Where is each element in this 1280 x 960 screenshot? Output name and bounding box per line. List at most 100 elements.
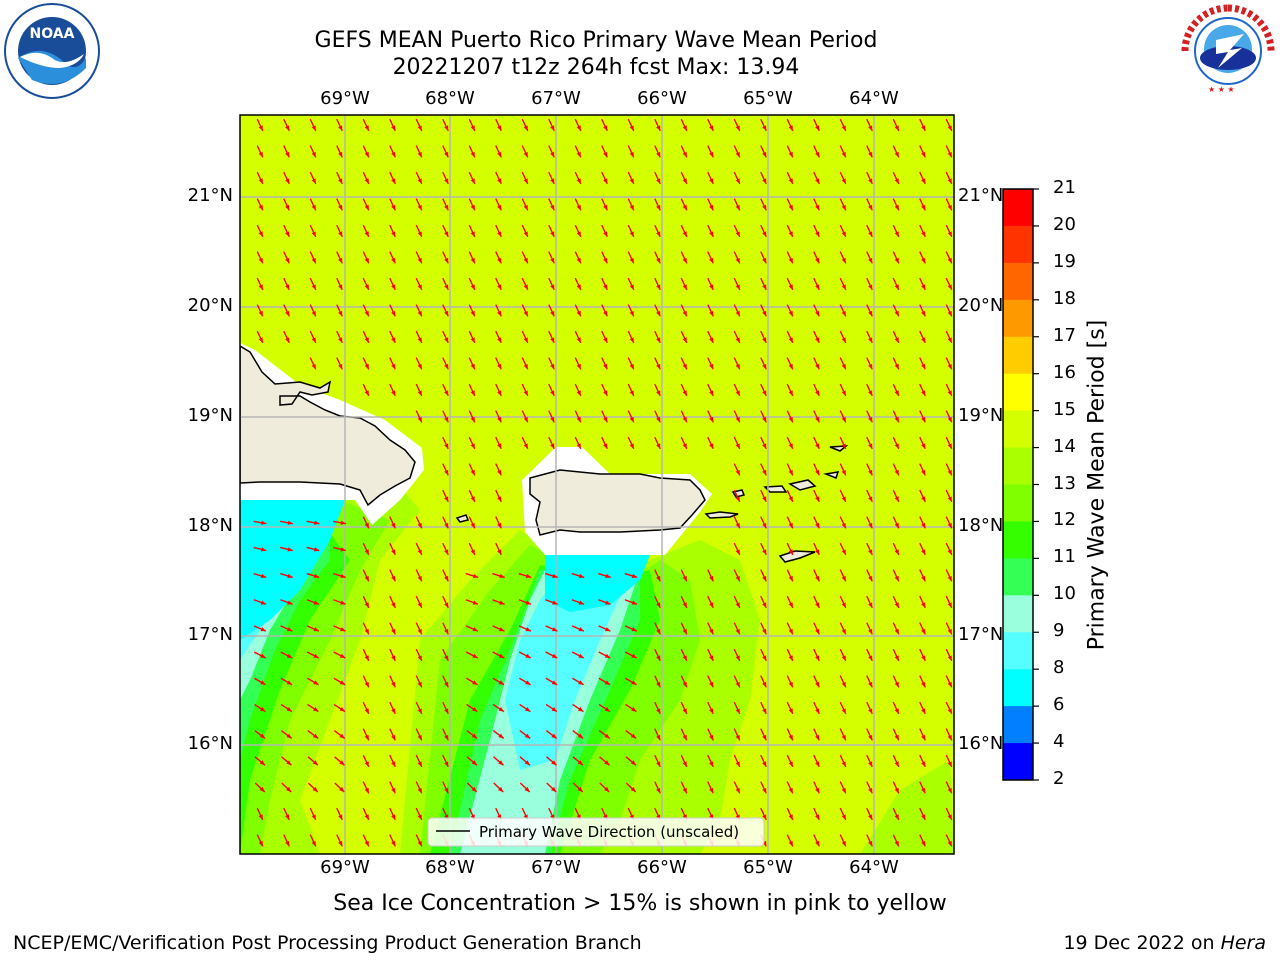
wave-arrowhead xyxy=(470,257,475,264)
wave-arrowhead xyxy=(338,840,343,847)
wave-arrowhead xyxy=(417,310,422,317)
wave-arrowhead xyxy=(444,416,449,423)
wave-arrowhead xyxy=(894,231,899,237)
wave-arrowhead xyxy=(762,469,767,476)
wave-arrowhead xyxy=(312,786,318,792)
wave-arrowhead xyxy=(656,284,661,290)
wave-arrowhead xyxy=(603,363,608,370)
wave-arrowhead xyxy=(391,310,396,317)
colorbar xyxy=(1003,188,1039,781)
wave-arrowhead xyxy=(762,761,767,767)
axis-tick-label: 65°W xyxy=(743,857,793,878)
wave-arrowhead xyxy=(921,496,926,502)
wave-arrowhead xyxy=(868,337,873,343)
wave-arrowhead xyxy=(735,496,740,502)
wave-arrowhead xyxy=(735,337,740,343)
wave-arrowhead xyxy=(364,655,369,661)
wave-arrowhead xyxy=(470,522,475,529)
wave-arrowhead xyxy=(682,575,687,582)
wave-arrowhead xyxy=(444,125,449,131)
wave-arrowhead xyxy=(286,680,293,685)
wave-arrowhead xyxy=(682,708,687,714)
wave-arrowhead xyxy=(709,681,714,688)
wave-arrowhead xyxy=(551,760,557,766)
wave-arrowhead xyxy=(841,787,846,794)
colorbar-bin xyxy=(1003,632,1033,670)
wave-arrowhead xyxy=(788,443,793,449)
wave-arrowhead xyxy=(339,733,345,739)
wave-arrowhead xyxy=(339,680,346,685)
colorbar-bin xyxy=(1003,373,1033,412)
wave-arrowhead xyxy=(551,786,557,792)
wave-arrowhead xyxy=(762,602,767,608)
wave-arrowhead xyxy=(841,284,846,290)
wave-arrowhead xyxy=(523,151,528,158)
wave-arrowhead xyxy=(947,575,952,582)
wave-arrowhead xyxy=(550,310,555,317)
wave-arrowhead xyxy=(735,708,740,714)
wave-arrowhead xyxy=(364,390,369,396)
colorbar-tick-label: 8 xyxy=(1053,657,1065,679)
wave-arrowhead xyxy=(525,600,532,605)
wave-arrowhead xyxy=(498,706,504,712)
wave-arrowhead xyxy=(444,178,449,184)
wave-arrowhead xyxy=(947,496,952,502)
colorbar-bin xyxy=(1003,669,1033,707)
wave-arrowhead xyxy=(788,125,793,131)
wave-arrowhead xyxy=(286,786,292,792)
wave-arrowhead xyxy=(472,600,479,605)
wave-arrowhead xyxy=(498,733,504,739)
wave-arrowhead xyxy=(417,602,422,608)
legend-label: Primary Wave Direction (unscaled) xyxy=(479,823,739,841)
wave-arrowhead xyxy=(815,681,820,688)
wave-arrowhead xyxy=(762,575,767,582)
wave-arrowhead xyxy=(735,416,740,423)
wave-arrowhead xyxy=(947,787,952,794)
wave-arrowhead xyxy=(285,178,290,184)
wave-arrowhead xyxy=(815,284,820,290)
axis-tick-label: 67°W xyxy=(531,88,581,109)
wave-arrowhead xyxy=(470,310,475,317)
wave-arrowhead xyxy=(339,786,345,792)
wave-arrowhead xyxy=(735,549,740,555)
wave-arrowhead xyxy=(894,681,899,688)
axis-tick-label: 17°N xyxy=(958,624,1004,645)
wave-arrowhead xyxy=(631,573,638,579)
wave-arrowhead xyxy=(894,178,899,184)
wave-arrowhead xyxy=(551,706,557,712)
axis-tick-label: 66°W xyxy=(637,88,687,109)
wave-arrowhead xyxy=(947,416,952,423)
noaa-logo-text: NOAA xyxy=(30,26,75,42)
wave-arrowhead xyxy=(417,840,422,847)
wave-arrowhead xyxy=(656,761,661,767)
wave-arrowhead xyxy=(391,840,396,847)
wave-arrowhead xyxy=(868,496,873,502)
wave-arrowhead xyxy=(497,469,502,476)
wave-arrowhead xyxy=(868,178,873,184)
wave-arrowhead xyxy=(921,655,926,661)
wave-arrowhead xyxy=(735,178,740,184)
wave-arrowhead xyxy=(497,257,502,264)
wave-arrowhead xyxy=(444,628,449,635)
wave-arrowhead xyxy=(894,443,899,449)
wave-arrowhead xyxy=(472,573,479,579)
wave-arrowhead xyxy=(311,284,316,290)
wave-arrowhead xyxy=(497,390,502,396)
wave-arrowhead xyxy=(709,602,714,608)
wave-arrowhead xyxy=(498,760,504,766)
colorbar-tick-label: 18 xyxy=(1053,287,1076,309)
wave-arrowhead xyxy=(788,655,793,661)
wave-arrowhead xyxy=(762,496,767,502)
wave-arrowhead xyxy=(258,151,263,158)
colorbar-tick-label: 2 xyxy=(1053,768,1065,789)
wave-arrowhead xyxy=(788,814,793,820)
wave-arrowhead xyxy=(576,151,581,158)
wave-arrowhead xyxy=(576,390,581,396)
wave-arrowhead xyxy=(921,787,926,794)
wave-arrowhead xyxy=(285,151,290,158)
wave-arrowhead xyxy=(338,814,343,820)
wave-arrowhead xyxy=(894,814,899,820)
wave-arrowhead xyxy=(841,655,846,661)
wave-arrowhead xyxy=(338,231,343,237)
wave-arrowhead xyxy=(629,204,634,211)
